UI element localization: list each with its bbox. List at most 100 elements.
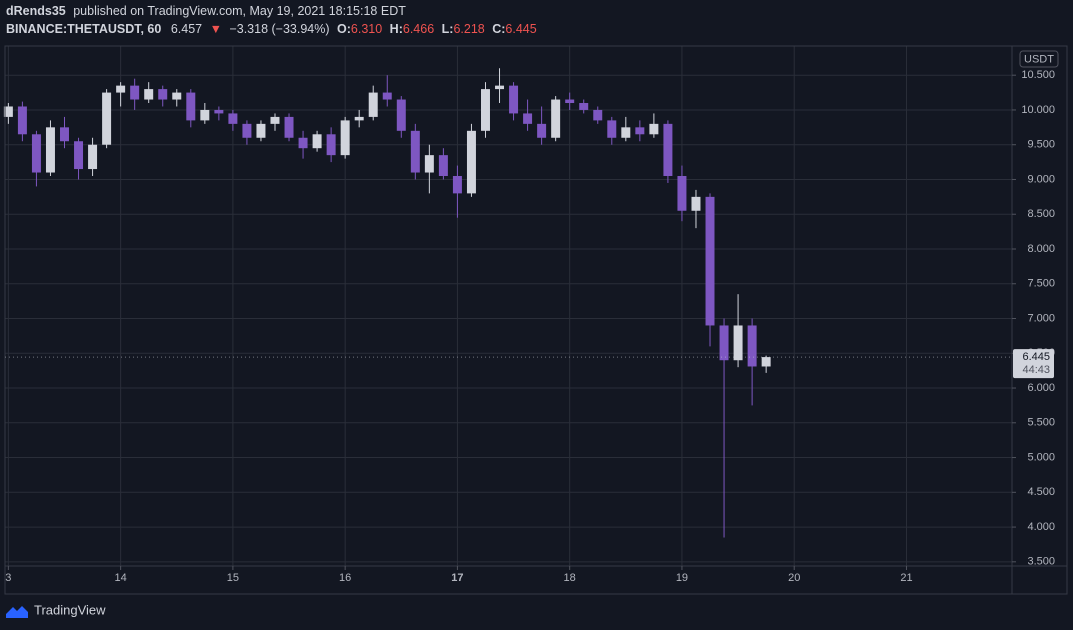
candle-body	[579, 103, 589, 110]
change: −3.318 (−33.94%)	[229, 22, 329, 36]
countdown: 44:43	[1022, 364, 1050, 376]
ohlc-label: L:	[442, 22, 454, 36]
candle-body	[621, 127, 631, 138]
candle-body	[368, 92, 378, 117]
grid	[5, 46, 1012, 566]
y-tick-label: 8.500	[1027, 208, 1055, 220]
y-tick-label: 5.000	[1027, 451, 1055, 463]
last-price-label: 6.445	[1022, 351, 1050, 363]
plot	[3, 68, 771, 538]
candle-body	[298, 137, 308, 149]
candle-body	[17, 106, 27, 135]
candle-body	[747, 325, 757, 367]
x-tick-label: 15	[227, 572, 239, 584]
y-tick-label: 8.000	[1027, 243, 1055, 255]
candle-body	[635, 127, 645, 135]
candle-body	[186, 92, 196, 121]
candle-body	[382, 92, 392, 100]
ohlc-value: 6.445	[505, 22, 536, 36]
x-tick-label: 18	[564, 572, 576, 584]
x-tick-label: 20	[788, 572, 800, 584]
candle-body	[438, 155, 448, 176]
candle-body	[256, 123, 266, 138]
x-tick-label: 3	[5, 572, 11, 584]
candle-body	[228, 113, 238, 124]
ohlc-value: 6.218	[453, 22, 484, 36]
currency-box[interactable]	[1019, 50, 1059, 68]
candle-body	[31, 134, 41, 173]
x-tick-label: 16	[339, 572, 351, 584]
published: published on TradingView.com, May 19, 20…	[73, 4, 406, 18]
candle-body	[480, 89, 490, 131]
candle-body	[523, 113, 533, 124]
candle-body	[761, 357, 771, 367]
candle-body	[663, 123, 673, 176]
axes: 3.5004.0004.5005.0005.5006.0006.5007.000…	[5, 69, 1055, 584]
ohlc-value: 6.466	[403, 22, 434, 36]
symbol: BINANCE:THETAUSDT, 60	[6, 22, 161, 36]
candle-body	[88, 144, 98, 170]
candle-body	[158, 89, 168, 100]
candle-body	[719, 325, 729, 361]
header-line: dRends35 published on TradingView.com, M…	[6, 4, 406, 18]
candle-body	[102, 92, 112, 145]
chart-frame	[4, 45, 1068, 595]
y-tick-label: 9.500	[1027, 139, 1055, 151]
x-tick-label: 14	[115, 572, 127, 584]
author[interactable]: dRends35	[6, 4, 66, 18]
y-tick-label: 7.500	[1027, 278, 1055, 290]
y-tick-label: 6.000	[1027, 382, 1055, 394]
last: 6.457	[171, 22, 202, 36]
candle-body	[116, 85, 126, 93]
last-price-box	[1013, 349, 1054, 379]
ohlc-label: H:	[390, 22, 403, 36]
x-tick-label: 21	[900, 572, 912, 584]
candle-body	[326, 134, 336, 156]
y-tick-label: 10.000	[1021, 104, 1055, 116]
candle-body	[509, 85, 519, 114]
candle-body	[649, 123, 659, 135]
candle-body	[551, 99, 561, 138]
logo-icon	[6, 606, 28, 618]
x-tick-label: 17	[451, 572, 463, 584]
symbol-line: BINANCE:THETAUSDT, 60 6.457 ▼ −3.318 (−3…	[6, 22, 537, 36]
ohlc-label: C:	[492, 22, 505, 36]
candle-body	[677, 176, 687, 211]
candle-body	[60, 127, 69, 142]
candle-body	[424, 155, 434, 173]
ohlc-label: O:	[337, 22, 351, 36]
candle-body	[396, 99, 406, 131]
y-tick-label: 10.500	[1021, 69, 1055, 81]
candle-body	[733, 325, 743, 361]
candle-body	[466, 130, 476, 194]
y-tick-label: 3.500	[1027, 556, 1055, 568]
candle-body	[144, 89, 154, 100]
candle-body	[270, 116, 280, 124]
candle-body	[74, 141, 84, 170]
candle-body	[340, 120, 350, 156]
currency: USDT	[1024, 53, 1054, 65]
y-tick-label: 5.500	[1027, 417, 1055, 429]
candle-body	[565, 99, 575, 104]
candle-body	[284, 116, 294, 138]
logo[interactable]: TradingView	[6, 602, 106, 618]
x-tick-label: 19	[676, 572, 688, 584]
candle-body	[607, 120, 617, 138]
candle-body	[3, 106, 13, 117]
candle-body	[354, 116, 364, 121]
candle-body	[242, 123, 252, 138]
candle-body	[312, 134, 322, 149]
candle-body	[410, 130, 420, 173]
y-tick-label: 4.000	[1027, 521, 1055, 533]
candle-body	[200, 109, 210, 121]
candle-body	[452, 176, 462, 194]
arrow: ▼	[210, 22, 222, 36]
brand: TradingView	[34, 602, 106, 617]
candle-body	[495, 85, 505, 90]
candle-body	[130, 85, 140, 100]
ohlc-value: 6.310	[351, 22, 382, 36]
candle-body	[705, 196, 715, 326]
candle-body	[691, 196, 701, 211]
